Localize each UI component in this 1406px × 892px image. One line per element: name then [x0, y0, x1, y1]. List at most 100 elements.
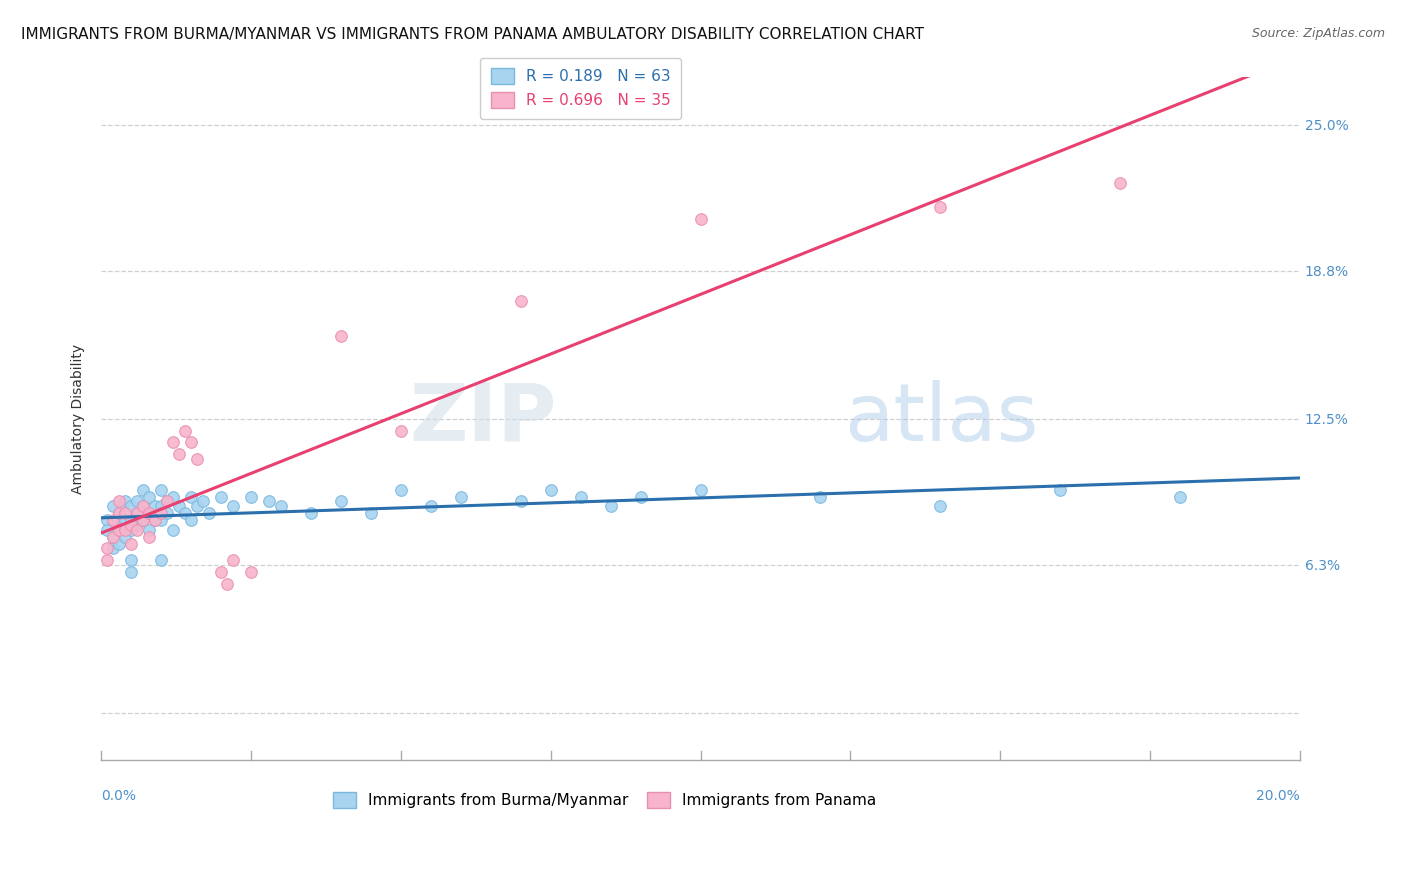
- Point: [120, 499, 142, 513]
- Point: [132, 483, 155, 497]
- Point: [156, 494, 179, 508]
- Point: [167, 499, 190, 513]
- Point: [96, 523, 118, 537]
- Point: [162, 523, 184, 537]
- Point: [156, 494, 179, 508]
- Point: [186, 499, 208, 513]
- Point: [120, 565, 142, 579]
- Point: [96, 541, 118, 556]
- Point: [180, 513, 202, 527]
- Point: [120, 523, 142, 537]
- Point: [108, 523, 131, 537]
- Point: [108, 506, 131, 520]
- Point: [1168, 490, 1191, 504]
- Point: [132, 513, 155, 527]
- Point: [150, 506, 173, 520]
- Point: [389, 424, 412, 438]
- Point: [138, 530, 160, 544]
- Point: [240, 490, 263, 504]
- Point: [132, 499, 155, 513]
- Point: [419, 499, 441, 513]
- Point: [599, 499, 621, 513]
- Point: [103, 499, 125, 513]
- Point: [540, 483, 562, 497]
- Point: [120, 517, 142, 532]
- Point: [689, 483, 711, 497]
- Point: [108, 517, 131, 532]
- Point: [180, 490, 202, 504]
- Point: [569, 490, 592, 504]
- Point: [299, 506, 322, 520]
- Point: [167, 447, 190, 461]
- Point: [174, 424, 197, 438]
- Text: 20.0%: 20.0%: [1256, 789, 1299, 803]
- Point: [127, 506, 149, 520]
- Point: [114, 506, 136, 520]
- Point: [150, 553, 173, 567]
- Point: [329, 329, 352, 343]
- Point: [162, 435, 184, 450]
- Point: [103, 513, 125, 527]
- Point: [127, 506, 149, 520]
- Point: [143, 513, 166, 527]
- Point: [143, 499, 166, 513]
- Point: [509, 294, 531, 309]
- Point: [180, 435, 202, 450]
- Point: [150, 513, 173, 527]
- Text: Source: ZipAtlas.com: Source: ZipAtlas.com: [1251, 27, 1385, 40]
- Point: [270, 499, 292, 513]
- Point: [120, 553, 142, 567]
- Point: [143, 513, 166, 527]
- Point: [222, 499, 245, 513]
- Point: [138, 506, 160, 520]
- Point: [108, 506, 131, 520]
- Point: [162, 490, 184, 504]
- Point: [138, 490, 160, 504]
- Text: ZIP: ZIP: [409, 380, 557, 458]
- Point: [114, 494, 136, 508]
- Point: [120, 537, 142, 551]
- Point: [114, 523, 136, 537]
- Point: [689, 211, 711, 226]
- Point: [132, 513, 155, 527]
- Point: [150, 499, 173, 513]
- Point: [257, 494, 280, 508]
- Point: [174, 506, 197, 520]
- Point: [114, 530, 136, 544]
- Point: [209, 490, 232, 504]
- Point: [509, 494, 531, 508]
- Point: [127, 517, 149, 532]
- Point: [808, 490, 831, 504]
- Point: [103, 530, 125, 544]
- Point: [150, 483, 173, 497]
- Point: [329, 494, 352, 508]
- Legend: Immigrants from Burma/Myanmar, Immigrants from Panama: Immigrants from Burma/Myanmar, Immigrant…: [328, 786, 883, 814]
- Point: [127, 523, 149, 537]
- Point: [114, 513, 136, 527]
- Point: [120, 513, 142, 527]
- Point: [96, 513, 118, 527]
- Point: [186, 452, 208, 467]
- Point: [127, 494, 149, 508]
- Text: IMMIGRANTS FROM BURMA/MYANMAR VS IMMIGRANTS FROM PANAMA AMBULATORY DISABILITY CO: IMMIGRANTS FROM BURMA/MYANMAR VS IMMIGRA…: [21, 27, 924, 42]
- Point: [191, 494, 214, 508]
- Text: 0.0%: 0.0%: [101, 789, 136, 803]
- Point: [103, 541, 125, 556]
- Point: [929, 499, 952, 513]
- Point: [630, 490, 652, 504]
- Y-axis label: Ambulatory Disability: Ambulatory Disability: [72, 343, 86, 494]
- Point: [222, 553, 245, 567]
- Point: [198, 506, 221, 520]
- Point: [1109, 177, 1132, 191]
- Point: [450, 490, 472, 504]
- Point: [1049, 483, 1071, 497]
- Point: [209, 565, 232, 579]
- Point: [103, 530, 125, 544]
- Text: atlas: atlas: [845, 380, 1039, 458]
- Point: [96, 553, 118, 567]
- Point: [240, 565, 263, 579]
- Point: [108, 537, 131, 551]
- Point: [360, 506, 382, 520]
- Point: [138, 506, 160, 520]
- Point: [132, 499, 155, 513]
